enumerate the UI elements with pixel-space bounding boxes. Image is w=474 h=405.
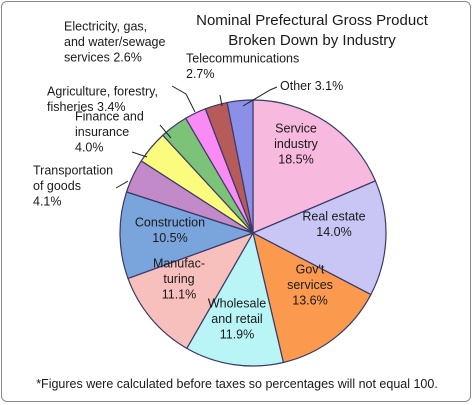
slice-label-line: Wholesale (208, 297, 266, 311)
slice-label-line: 13.6% (292, 294, 327, 308)
slice-label-line: Construction (135, 215, 205, 229)
leader-line-utilities (171, 85, 196, 113)
slice-label-line: Real estate (302, 209, 365, 223)
slice-labels: Service industry 18.5% Real estate 14.0% Gov'… (33, 20, 366, 342)
leader-line-agri (159, 124, 172, 139)
slice-label-utilities: Electricity, gas, and water/sewage service… (64, 20, 166, 65)
slice-label-line: Service (275, 122, 317, 136)
slice-label-line: fisheries 3.4% (47, 100, 126, 114)
slice-govt (252, 231, 372, 364)
slice-label-construction: Construction 10.5% (135, 215, 205, 245)
slice-label-line: Other 3.1% (280, 79, 343, 93)
slice-label-realestate: Real estate 14.0% (302, 209, 365, 239)
slice-label-line: industry (274, 137, 319, 151)
slice-label-line: services (287, 278, 333, 292)
slice-label-service: Service industry 18.5% (274, 122, 319, 167)
slice-label-agri: Agriculture, forestry, fisheries 3.4% (47, 84, 158, 114)
slice-wholesale (185, 231, 285, 367)
slice-realestate (251, 180, 387, 296)
leader-line-other (242, 86, 278, 107)
slice-label-line: 4.1% (33, 195, 62, 209)
slice-service (252, 99, 377, 234)
leader-lines (115, 85, 278, 189)
slice-label-finance: Finance and insurance 4.0% (75, 110, 144, 155)
slice-label-line: Finance and (75, 110, 144, 124)
slice-label-other: Other 3.1% (280, 79, 343, 93)
slice-label-line: insurance (75, 125, 129, 139)
slice-label-line: Telecommunications (186, 51, 299, 65)
chart-title-line-1: Nominal Prefectural Gross Product (196, 12, 429, 29)
slice-label-line: and water/sewage (64, 35, 166, 49)
slice-label-line: and retail (211, 312, 262, 326)
slice-label-line: Agriculture, forestry, (47, 84, 158, 98)
slice-label-line: of goods (33, 179, 81, 193)
slice-label-govt: Gov't services 13.6% (287, 263, 333, 308)
footnote: *Figures were calculated before taxes so… (36, 377, 438, 391)
slice-label-line: 10.5% (152, 231, 187, 245)
slice-label-transport: Transportation of goods 4.1% (33, 164, 113, 209)
slice-label-line: 18.5% (278, 153, 313, 167)
slice-label-line: Transportation (33, 164, 113, 178)
leader-line-finance (131, 151, 148, 158)
slice-label-line: 4.0% (75, 141, 104, 155)
slice-label-line: 11.1% (162, 288, 197, 302)
slice-label-line: 2.7% (186, 67, 215, 81)
slice-label-wholesale: Wholesale and retail 11.9% (208, 297, 266, 342)
slice-label-line: Electricity, gas, (64, 20, 147, 34)
slice-manufacturing (127, 231, 255, 350)
slice-label-line: services 2.6% (64, 51, 142, 65)
slice-label-line: Gov't (296, 263, 325, 277)
leader-line-telecom (219, 94, 223, 107)
chart-title-line-2: Broken Down by Industry (228, 32, 396, 49)
slice-label-telecom: Telecommunications 2.7% (186, 51, 299, 81)
slice-label-line: 14.0% (316, 225, 351, 239)
slice-label-line: Manufac- (153, 257, 205, 271)
slice-construction (119, 191, 255, 280)
pie-slices (119, 99, 387, 367)
leader-line-transport (115, 180, 129, 189)
slice-label-manufacturing: Manufac-turing 11.1% (153, 257, 205, 302)
slice-label-line: 11.9% (220, 328, 255, 342)
slice-label-line: turing (163, 272, 194, 286)
